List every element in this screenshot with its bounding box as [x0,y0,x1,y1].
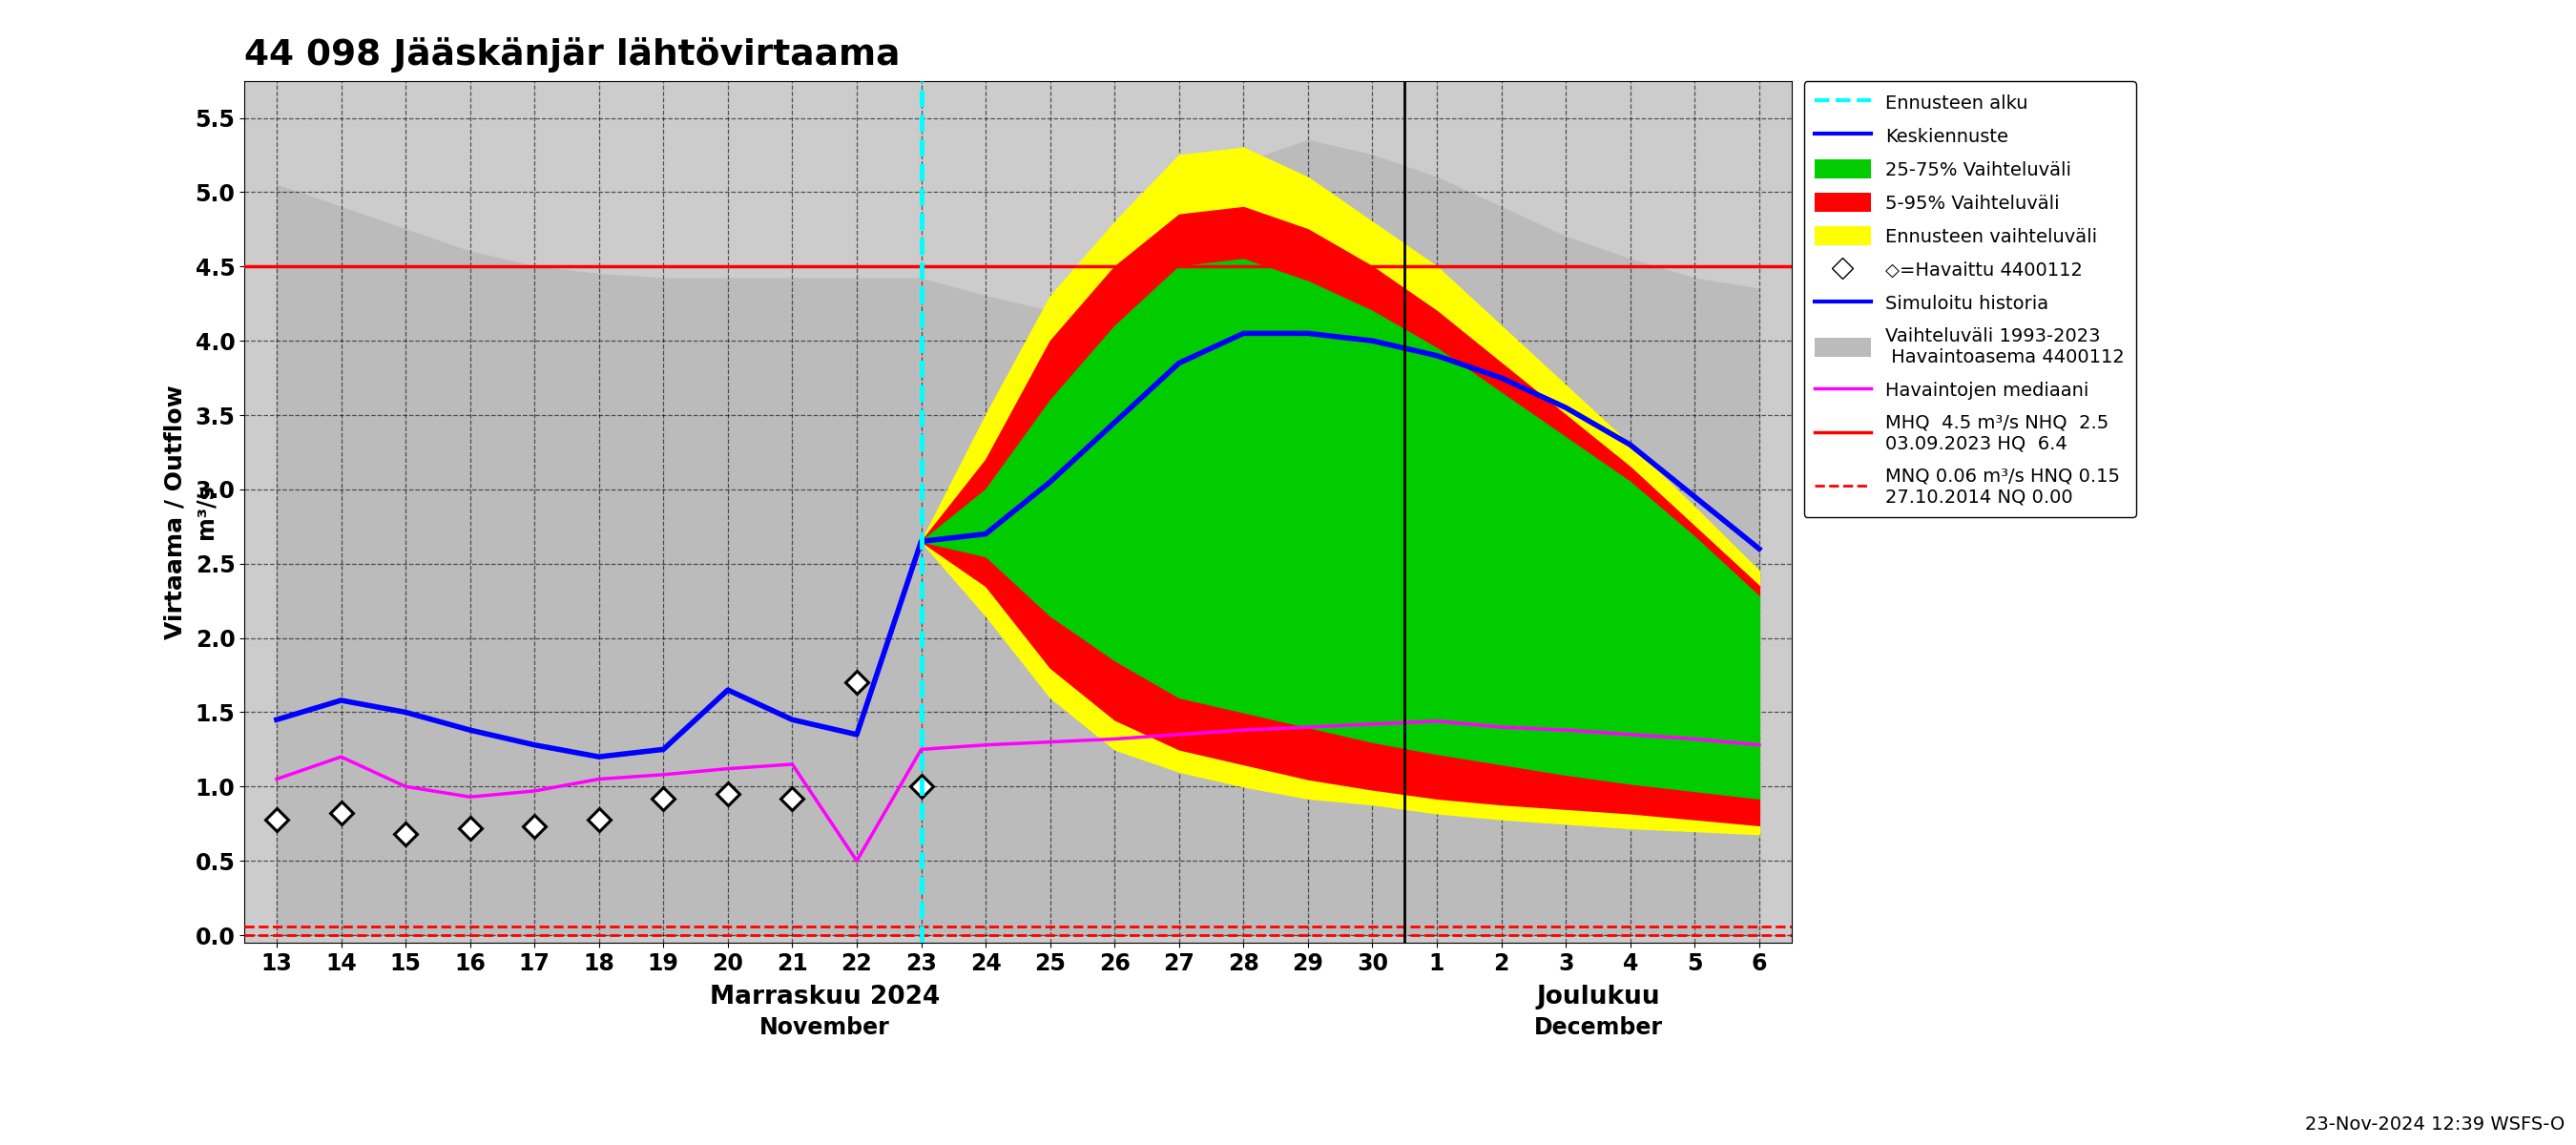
Text: 44 098 Jääskänjär lähtövirtaama: 44 098 Jääskänjär lähtövirtaama [245,37,902,72]
Text: Joulukuu: Joulukuu [1535,985,1659,1010]
Legend: Ennusteen alku, Keskiennuste, 25-75% Vaihteluväli, 5-95% Vaihteluväli, Ennusteen: Ennusteen alku, Keskiennuste, 25-75% Vai… [1803,81,2136,516]
Text: 23-Nov-2024 12:39 WSFS-O: 23-Nov-2024 12:39 WSFS-O [2306,1115,2566,1134]
Text: Marraskuu 2024: Marraskuu 2024 [708,985,940,1010]
Text: December: December [1533,1017,1662,1040]
Text: m³/s: m³/s [193,484,216,539]
Text: November: November [760,1017,889,1040]
Text: Virtaama / Outflow: Virtaama / Outflow [162,385,185,639]
